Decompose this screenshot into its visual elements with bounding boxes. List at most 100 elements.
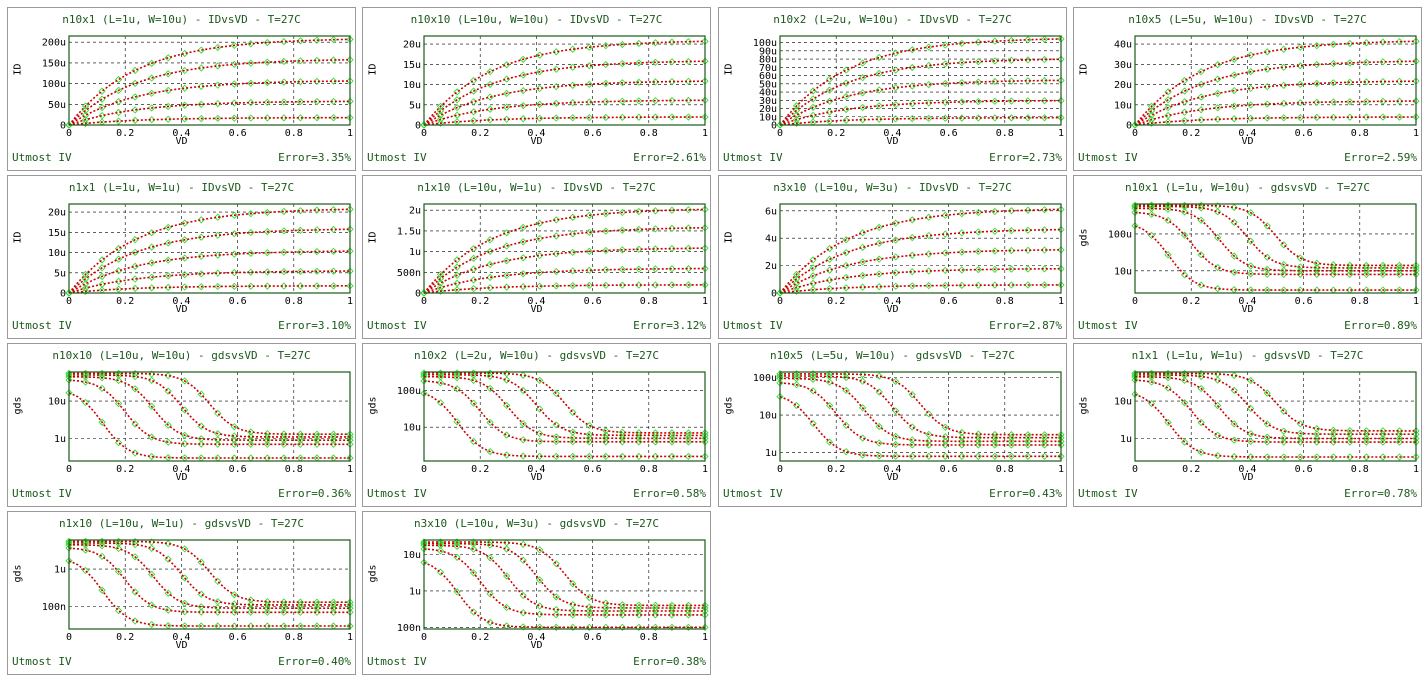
plot-frame <box>779 371 1062 462</box>
error-readout: Error=2.61% <box>633 151 706 164</box>
measured-point <box>1263 265 1271 274</box>
measured-point <box>280 268 288 276</box>
measured-point <box>569 63 577 71</box>
measured-point <box>1379 438 1387 446</box>
measured-point <box>618 434 626 442</box>
measured-point <box>585 98 593 106</box>
measured-point <box>81 119 90 128</box>
measured-point <box>214 269 222 277</box>
measured-point <box>552 593 560 601</box>
x-tick-label: 0 <box>421 632 427 643</box>
x-tick-label: 0.2 <box>1182 464 1200 475</box>
model-curve <box>423 99 705 126</box>
measured-point <box>1040 35 1049 43</box>
measured-point <box>181 283 189 291</box>
measured-point <box>263 38 271 47</box>
measured-point <box>552 114 560 122</box>
measured-point <box>164 70 172 78</box>
measured-point <box>635 97 643 105</box>
measured-point <box>908 114 916 123</box>
measured-point <box>503 401 511 410</box>
measured-point <box>552 438 560 446</box>
measured-point <box>164 438 172 446</box>
measured-point <box>519 115 527 123</box>
x-tick-label: 0 <box>421 464 427 475</box>
measured-point <box>436 119 445 127</box>
measured-point <box>1164 96 1172 104</box>
measured-point <box>941 98 949 107</box>
y-tick-label: 90u <box>759 46 777 57</box>
measured-point <box>618 208 626 217</box>
measured-point <box>313 206 321 214</box>
measured-point <box>131 106 139 114</box>
model-curve <box>424 372 705 434</box>
measured-point <box>164 239 172 247</box>
measured-point <box>618 438 626 446</box>
measured-point <box>552 250 560 258</box>
model-curve <box>423 380 705 443</box>
measured-point <box>958 437 966 445</box>
x-tick-label: 0.8 <box>996 128 1014 139</box>
x-tick-label: 0.6 <box>940 296 958 307</box>
x-tick-label: 0.6 <box>1295 464 1313 475</box>
measured-point <box>98 264 106 272</box>
measured-point <box>809 419 817 428</box>
measured-point <box>618 226 626 234</box>
measured-point <box>925 441 933 449</box>
measured-point <box>585 281 593 290</box>
measured-point <box>247 596 255 604</box>
measured-point <box>1180 117 1189 125</box>
measured-point <box>651 113 660 121</box>
measured-point <box>569 623 577 631</box>
measured-point <box>958 441 966 449</box>
y-tick-label: 6u <box>765 206 777 217</box>
measured-point <box>569 114 577 122</box>
measured-point <box>131 116 139 124</box>
x-tick-label: 0.8 <box>285 128 303 139</box>
measured-point <box>941 230 949 238</box>
measured-point <box>1313 79 1321 88</box>
measured-point <box>214 409 222 418</box>
measured-point <box>1280 114 1288 122</box>
measured-point <box>875 283 883 291</box>
measured-point <box>181 377 189 385</box>
measured-point <box>1040 55 1049 64</box>
measured-point <box>1247 270 1255 278</box>
measured-point <box>1395 57 1404 66</box>
measured-point <box>859 116 867 124</box>
measured-point <box>148 259 156 267</box>
measured-point <box>1197 448 1205 456</box>
measured-point <box>618 611 626 619</box>
measured-point <box>1230 102 1238 110</box>
measured-point <box>247 79 255 87</box>
measured-point <box>296 604 305 612</box>
measured-point <box>585 80 593 88</box>
model-curve <box>68 547 350 614</box>
measured-point <box>668 96 676 105</box>
measured-point <box>453 418 461 426</box>
measured-point <box>214 43 222 52</box>
x-tick-label: 0.4 <box>527 296 545 307</box>
measured-point <box>1247 209 1255 217</box>
measured-point <box>280 98 288 106</box>
measured-point <box>98 103 106 112</box>
measured-point <box>1362 39 1371 47</box>
measured-point <box>1379 270 1387 279</box>
x-tick-label: 0.6 <box>584 632 602 643</box>
measured-point <box>1346 430 1354 438</box>
measured-point <box>585 211 593 219</box>
measured-point <box>1395 270 1404 279</box>
y-tick-label: 0 <box>415 121 421 132</box>
measured-point <box>552 99 560 108</box>
x-tick-label: 1 <box>1413 464 1419 475</box>
measured-point <box>585 266 593 274</box>
measured-point <box>974 228 982 236</box>
footer-tool-label: Utmost IV <box>367 151 427 164</box>
y-axis-label: gds <box>723 396 735 415</box>
measured-point <box>214 81 222 89</box>
measured-point <box>859 258 867 266</box>
measured-point <box>859 370 867 379</box>
measured-point <box>469 87 478 95</box>
chart-svg: 0 0.2 0.4 0.6 0.8 1 10u 100u <box>1108 201 1420 307</box>
chart-title: n1x10 (L=10u, W=1u) - gdsvsVD - T=27C <box>58 517 305 530</box>
